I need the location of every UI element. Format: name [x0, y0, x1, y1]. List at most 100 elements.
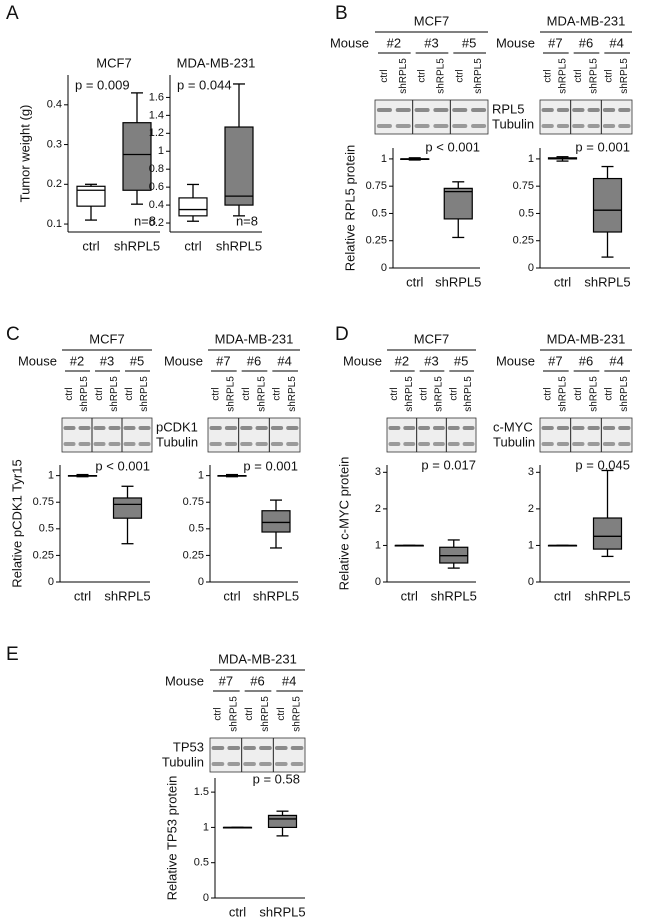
y-tick-label: 0.5: [194, 857, 209, 869]
blot-band: [286, 442, 299, 446]
mouse-id: #4: [609, 35, 623, 50]
blot-band: [572, 426, 585, 430]
y-tick-label: 0.2: [47, 178, 62, 190]
blot-band: [618, 442, 631, 446]
blot-band: [432, 426, 445, 430]
y-tick-label: 0.5: [372, 207, 387, 219]
mouse-id: #6: [579, 35, 593, 50]
cell-line: MDA-MB-231: [215, 331, 294, 346]
protein-label: Tubulin: [162, 754, 204, 769]
mouse-label: Mouse: [164, 353, 203, 368]
lane-label: shRPL5: [292, 696, 303, 732]
blot-image: [61, 417, 153, 453]
chart-title: MCF7: [96, 55, 131, 70]
y-tick-label: 2: [528, 503, 534, 515]
blot-band: [618, 124, 631, 128]
blot-band: [602, 426, 616, 430]
mouse-id: #4: [609, 353, 623, 368]
annotation: p = 0.044: [177, 77, 232, 92]
y-tick-label: 0.4: [149, 199, 164, 211]
box: [112, 497, 143, 519]
blot-band: [290, 746, 304, 750]
cell-line: MDA-MB-231: [547, 13, 626, 28]
mouse-id: #7: [548, 353, 562, 368]
mouse-id: #2: [387, 35, 401, 50]
lane-label: shRPL5: [404, 376, 415, 412]
box: [267, 814, 298, 829]
y-tick-label: 0.25: [366, 235, 387, 247]
mouse-id: #3: [424, 35, 438, 50]
protein-label: c-MYC: [493, 419, 533, 434]
lane-label: shRPL5: [436, 58, 447, 94]
box: [76, 185, 106, 207]
y-tick-label: 0.3: [47, 138, 62, 150]
y-tick-label: 1: [381, 153, 387, 165]
x-tick-label: shRPL5: [431, 588, 477, 603]
protein-label: Tubulin: [156, 434, 198, 449]
blot-image: [386, 417, 477, 453]
blot-band: [286, 426, 299, 430]
mouse-id: #6: [247, 353, 261, 368]
annotation: p < 0.001: [95, 458, 150, 473]
blot-band: [432, 442, 445, 446]
lane-label: shRPL5: [226, 376, 237, 412]
blot-band: [556, 108, 570, 112]
blot-band: [108, 442, 121, 446]
y-tick-label: 1: [528, 153, 534, 165]
blot-band: [556, 442, 570, 446]
y-tick-label: 0.1: [47, 218, 62, 230]
blot-band: [138, 426, 151, 430]
protein-label: RPL5: [492, 101, 525, 116]
mouse-label: Mouse: [18, 353, 57, 368]
blot-image: [207, 417, 301, 453]
blot-band: [270, 442, 284, 446]
blot-band: [471, 124, 487, 128]
lane-label: shRPL5: [558, 58, 569, 94]
blot-band: [556, 124, 570, 128]
lane-label: ctrl: [379, 69, 390, 82]
x-tick-label: ctrl: [184, 238, 201, 253]
y-axis-label: Tumor weight (g): [17, 105, 32, 203]
annotation: p = 0.001: [243, 458, 298, 473]
y-tick-label: 0.5: [39, 523, 54, 535]
lane-label: ctrl: [542, 69, 553, 82]
blot-band: [572, 442, 585, 446]
annotation: p = 0.58: [253, 771, 300, 786]
blot-band: [274, 746, 288, 750]
blot-band: [376, 124, 392, 128]
y-tick-label: 0.2: [149, 217, 164, 229]
lane-label: shRPL5: [588, 58, 599, 94]
lane-label: shRPL5: [260, 696, 271, 732]
blot-band: [462, 426, 475, 430]
blot-band: [418, 442, 431, 446]
blot-band: [376, 108, 392, 112]
blot-band: [388, 442, 401, 446]
mouse-id: #6: [250, 673, 264, 688]
blot-band: [541, 426, 554, 430]
blot-band: [138, 442, 151, 446]
x-tick-label: shRPL5: [104, 588, 150, 603]
blot-image: [209, 737, 306, 773]
y-tick-label: 1.6: [149, 91, 164, 103]
panel-letter: E: [6, 644, 19, 665]
blot-band: [209, 426, 222, 430]
blot-band: [572, 124, 585, 128]
y-axis-label: Relative RPL5 protein: [342, 145, 357, 271]
blot-band: [209, 442, 222, 446]
blot-band: [93, 442, 106, 446]
lane-label: shRPL5: [287, 376, 298, 412]
y-tick-label: 0.25: [183, 549, 204, 561]
y-tick-label: 0: [528, 576, 534, 588]
blot-band: [414, 124, 430, 128]
blot-band: [78, 442, 91, 446]
blot-band: [433, 108, 449, 112]
y-tick-label: 0.75: [513, 180, 534, 192]
blot-band: [240, 442, 253, 446]
blot-band: [240, 426, 253, 430]
blot-band: [224, 442, 238, 446]
lane-label: shRPL5: [473, 58, 484, 94]
lane-label: ctrl: [573, 387, 584, 400]
lane-label: shRPL5: [463, 376, 474, 412]
lane-label: shRPL5: [619, 58, 630, 94]
